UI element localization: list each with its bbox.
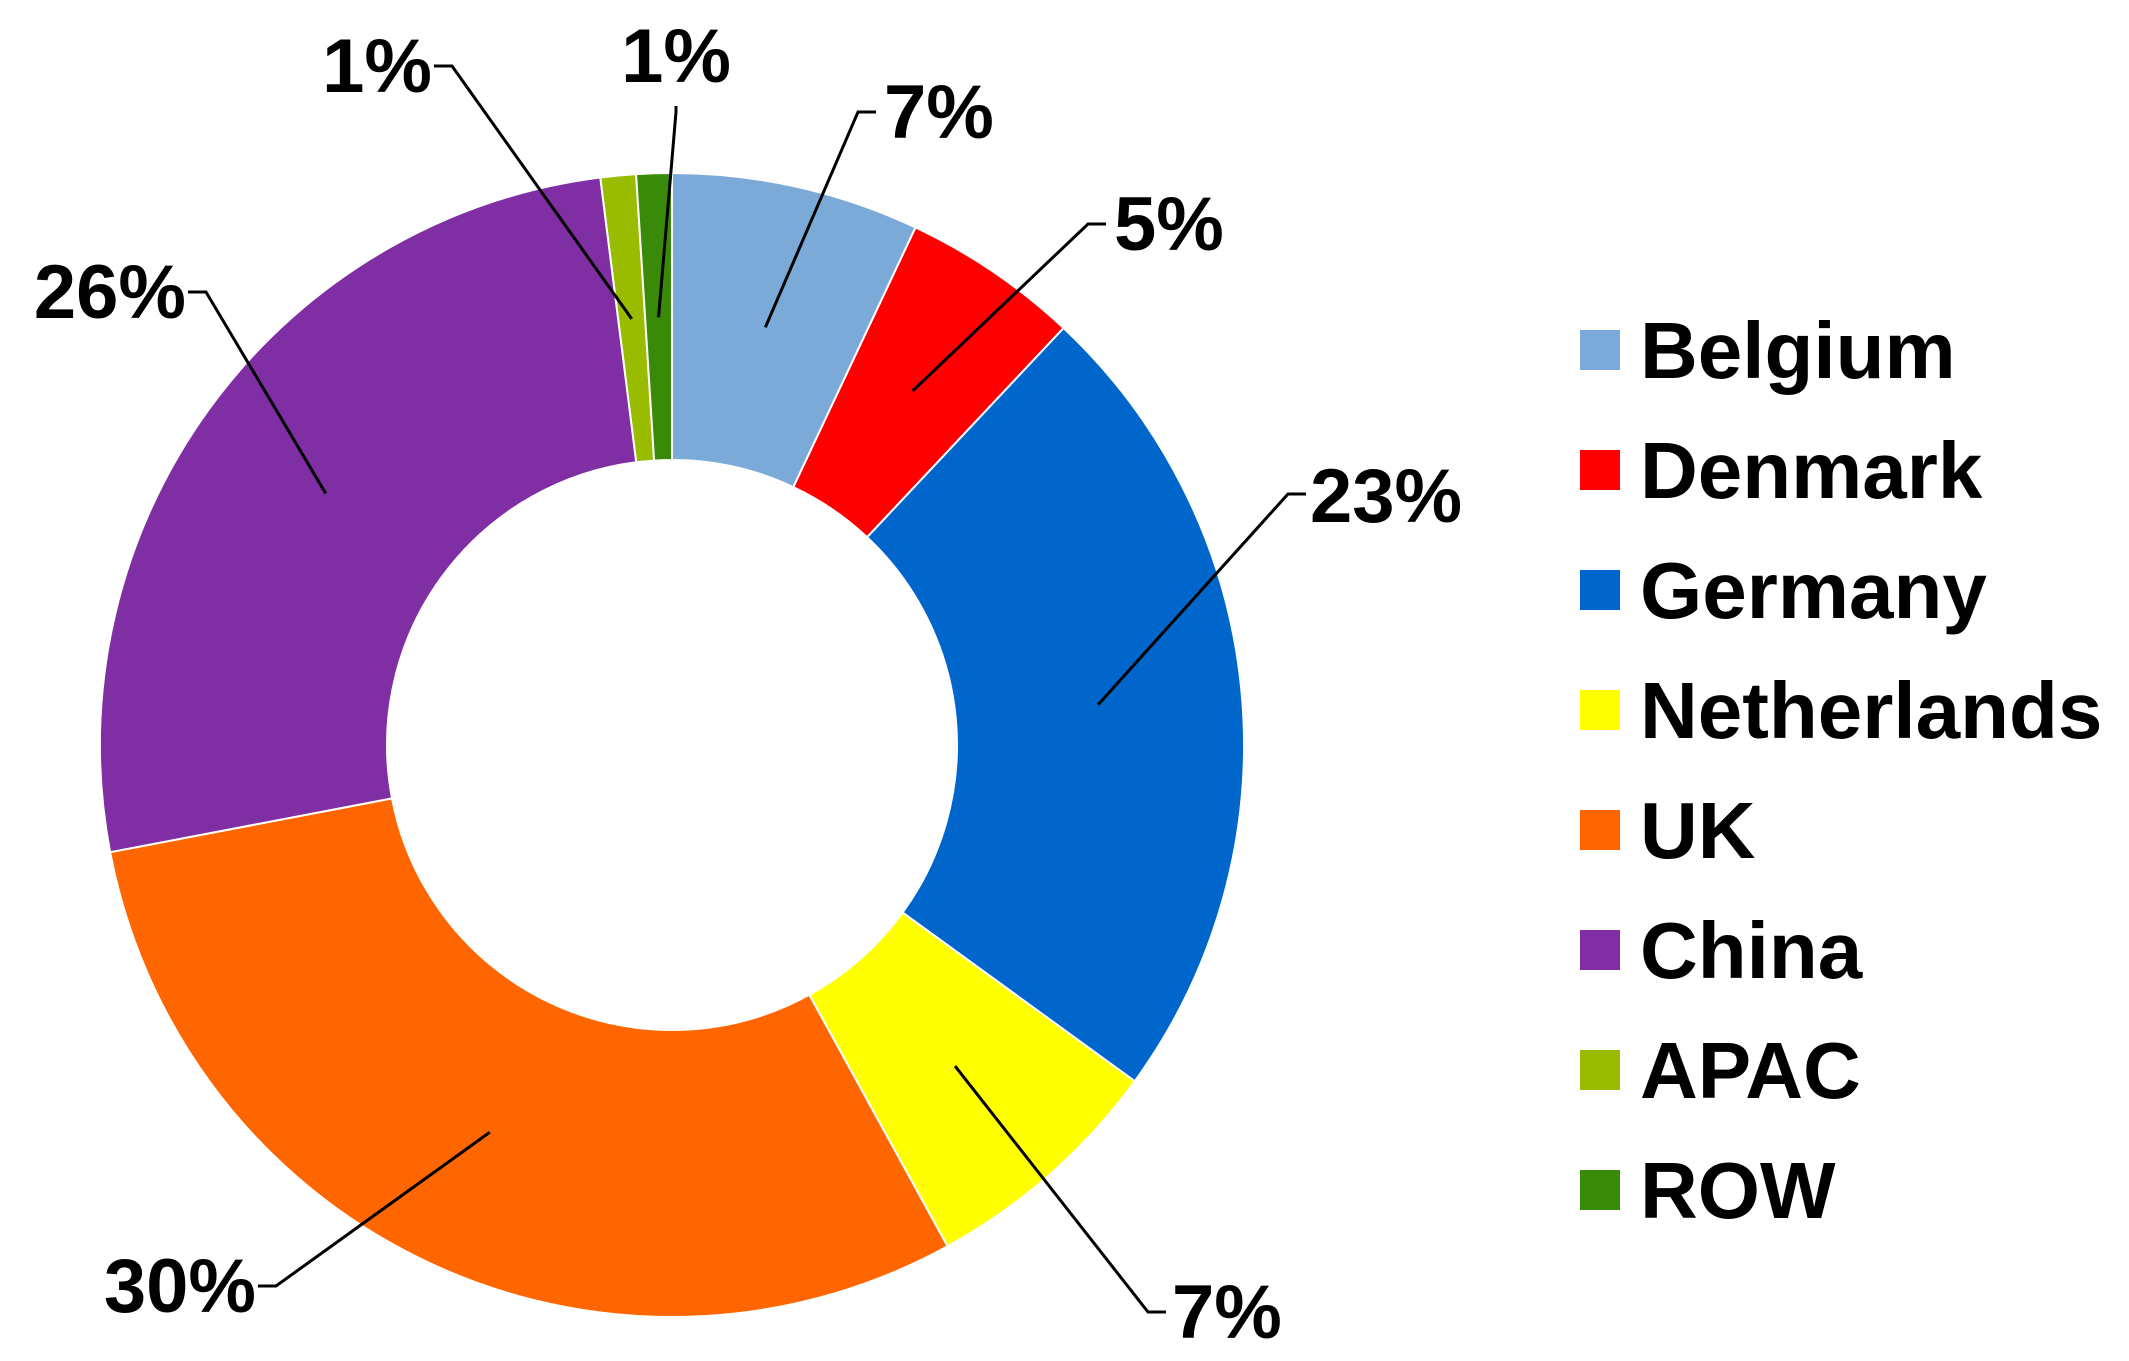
legend-swatch-row xyxy=(1580,1170,1620,1210)
data-label-netherlands: 7% xyxy=(1172,1270,1282,1355)
data-label-row: 1% xyxy=(621,14,731,99)
data-label-uk: 30% xyxy=(104,1244,256,1329)
leader-lines xyxy=(188,64,1306,1314)
legend-swatch-apac xyxy=(1580,1050,1620,1090)
slice-uk xyxy=(108,797,949,1318)
legend-item-belgium: Belgium xyxy=(1580,306,1956,395)
data-labels: 7% 5% 23% 7% 30% 26% 1% 1% xyxy=(34,14,1462,1355)
legend-label-uk: UK xyxy=(1640,786,1756,875)
legend-item-netherlands: Netherlands xyxy=(1580,666,2102,755)
leader-line-uk xyxy=(258,1131,491,1288)
leader-line-denmark xyxy=(911,222,1106,393)
donut-slices xyxy=(99,171,1245,1318)
legend-swatch-uk xyxy=(1580,810,1620,850)
legend-label-row: ROW xyxy=(1640,1146,1836,1235)
leader-line-germany xyxy=(1096,492,1306,706)
data-label-belgium: 7% xyxy=(884,70,994,155)
legend-swatch-germany xyxy=(1580,570,1620,610)
legend-swatch-netherlands xyxy=(1580,690,1620,730)
data-label-china: 26% xyxy=(34,250,186,335)
legend-item-germany: Germany xyxy=(1580,546,1987,635)
leader-line-netherlands xyxy=(953,1065,1166,1314)
data-label-denmark: 5% xyxy=(1114,182,1224,267)
leader-line-belgium xyxy=(763,110,876,328)
legend: Belgium Denmark Germany Netherlands UK China A… xyxy=(1580,306,2102,1235)
legend-label-germany: Germany xyxy=(1640,546,1987,635)
slice-germany xyxy=(865,326,1245,1083)
leader-line-row xyxy=(657,106,678,318)
legend-swatch-belgium xyxy=(1580,330,1620,370)
slice-china xyxy=(99,176,638,854)
data-label-germany: 23% xyxy=(1310,454,1462,539)
legend-label-belgium: Belgium xyxy=(1640,306,1956,395)
legend-item-apac: APAC xyxy=(1580,1026,1861,1115)
data-label-apac: 1% xyxy=(322,24,432,109)
legend-item-uk: UK xyxy=(1580,786,1756,875)
leader-line-apac xyxy=(434,64,633,320)
legend-label-china: China xyxy=(1640,906,1863,995)
legend-label-denmark: Denmark xyxy=(1640,426,1983,515)
legend-item-china: China xyxy=(1580,906,1863,995)
legend-label-apac: APAC xyxy=(1640,1026,1861,1115)
slice-row xyxy=(635,171,673,462)
legend-item-denmark: Denmark xyxy=(1580,426,1983,515)
legend-item-row: ROW xyxy=(1580,1146,1836,1235)
leader-line-china xyxy=(188,290,328,495)
legend-swatch-denmark xyxy=(1580,450,1620,490)
legend-swatch-china xyxy=(1580,930,1620,970)
legend-label-netherlands: Netherlands xyxy=(1640,666,2102,755)
